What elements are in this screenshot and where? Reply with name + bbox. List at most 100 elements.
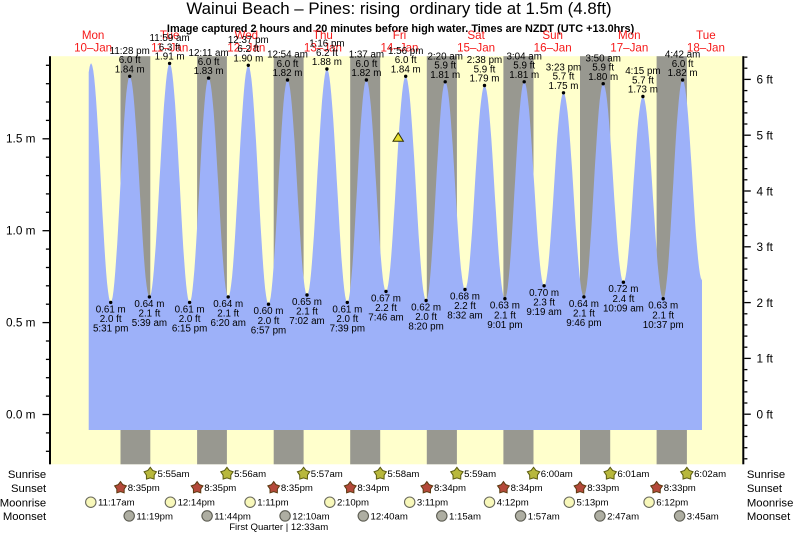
svg-text:5.9 ft: 5.9 ft <box>434 61 456 72</box>
svg-text:2.2 ft: 2.2 ft <box>454 301 476 312</box>
svg-text:8:35pm: 8:35pm <box>204 483 236 494</box>
svg-text:3:23 pm: 3:23 pm <box>546 63 581 74</box>
svg-text:8:34pm: 8:34pm <box>511 483 543 494</box>
svg-text:2.0 ft: 2.0 ft <box>258 316 280 327</box>
svg-text:Moonrise: Moonrise <box>747 498 793 510</box>
svg-text:6 ft: 6 ft <box>757 73 774 87</box>
svg-text:1.82 m: 1.82 m <box>668 68 698 79</box>
svg-text:2.1 ft: 2.1 ft <box>217 309 239 320</box>
svg-text:1:16 pm: 1:16 pm <box>309 39 344 50</box>
svg-text:11:19pm: 11:19pm <box>136 511 173 522</box>
svg-text:2:20 am: 2:20 am <box>427 52 462 63</box>
svg-text:5:13pm: 5:13pm <box>577 498 609 509</box>
svg-text:6:00am: 6:00am <box>541 469 573 480</box>
svg-text:17–Jan: 17–Jan <box>610 42 648 55</box>
svg-text:Sun: Sun <box>542 29 563 42</box>
svg-text:Wainui Beach – Pines: rising: Wainui Beach – Pines: rising ordinary ti… <box>186 0 611 18</box>
svg-text:0.60 m: 0.60 m <box>254 306 284 317</box>
svg-text:Mon: Mon <box>82 29 105 42</box>
svg-text:2.2 ft: 2.2 ft <box>375 303 397 314</box>
svg-text:Fri: Fri <box>393 29 407 42</box>
svg-text:0.68 m: 0.68 m <box>450 292 480 303</box>
svg-text:13–Jan: 13–Jan <box>304 42 342 55</box>
svg-text:0.61 m: 0.61 m <box>96 304 126 315</box>
svg-text:8:33pm: 8:33pm <box>587 483 619 494</box>
svg-text:12:54 am: 12:54 am <box>267 50 308 61</box>
svg-text:1.83 m: 1.83 m <box>194 66 224 77</box>
svg-text:0.61 m: 0.61 m <box>332 304 362 315</box>
svg-text:18–Jan: 18–Jan <box>687 42 725 55</box>
svg-text:11:17am: 11:17am <box>98 498 135 509</box>
svg-text:4 ft: 4 ft <box>757 184 774 198</box>
svg-text:10–Jan: 10–Jan <box>74 42 112 55</box>
svg-text:2.0 ft: 2.0 ft <box>336 314 358 325</box>
svg-text:0.5 m: 0.5 m <box>6 316 36 330</box>
svg-text:6.2 ft: 6.2 ft <box>237 44 259 55</box>
svg-text:0.64 m: 0.64 m <box>213 299 243 310</box>
svg-text:Sunrise: Sunrise <box>747 469 785 481</box>
svg-text:0.72 m: 0.72 m <box>608 284 638 295</box>
svg-text:1.5 m: 1.5 m <box>6 132 36 146</box>
svg-text:6.3 ft: 6.3 ft <box>159 42 181 53</box>
svg-text:2.3 ft: 2.3 ft <box>533 297 555 308</box>
svg-text:3 ft: 3 ft <box>757 240 774 254</box>
svg-text:10:37 pm: 10:37 pm <box>643 320 684 331</box>
svg-text:1.80 m: 1.80 m <box>588 72 618 83</box>
svg-text:1.79 m: 1.79 m <box>470 74 500 85</box>
svg-text:3:50 am: 3:50 am <box>585 53 620 64</box>
svg-text:8:35pm: 8:35pm <box>281 483 313 494</box>
svg-text:6.0 ft: 6.0 ft <box>198 57 220 68</box>
svg-text:0.70 m: 0.70 m <box>529 288 559 299</box>
svg-text:16–Jan: 16–Jan <box>534 42 572 55</box>
svg-text:0.64 m: 0.64 m <box>134 299 164 310</box>
svg-text:5:57am: 5:57am <box>311 469 343 480</box>
svg-text:11:44pm: 11:44pm <box>214 511 251 522</box>
svg-text:2.1 ft: 2.1 ft <box>652 310 674 321</box>
svg-text:5.7 ft: 5.7 ft <box>553 72 575 83</box>
svg-text:2:47am: 2:47am <box>607 511 639 522</box>
svg-text:3:45am: 3:45am <box>687 511 719 522</box>
svg-text:8:32 am: 8:32 am <box>447 311 482 322</box>
svg-text:Image captured 2 hours and 20: Image captured 2 hours and 20 minutes be… <box>167 23 635 35</box>
svg-text:Sunset: Sunset <box>747 483 783 495</box>
svg-text:2.0 ft: 2.0 ft <box>179 314 201 325</box>
svg-text:6:12pm: 6:12pm <box>656 498 688 509</box>
svg-text:9:46 pm: 9:46 pm <box>566 318 601 329</box>
svg-text:3:04 am: 3:04 am <box>506 52 541 63</box>
svg-text:6.0 ft: 6.0 ft <box>277 59 299 70</box>
svg-text:7:39 pm: 7:39 pm <box>330 324 365 335</box>
svg-text:Mon: Mon <box>618 29 641 42</box>
svg-text:Wed: Wed <box>234 29 258 42</box>
svg-text:6:15 pm: 6:15 pm <box>172 324 207 335</box>
svg-text:6:01am: 6:01am <box>617 469 649 480</box>
svg-text:0.63 m: 0.63 m <box>490 301 520 312</box>
svg-text:6.0 ft: 6.0 ft <box>119 55 141 66</box>
svg-text:4:12pm: 4:12pm <box>497 498 529 509</box>
svg-text:7:02 am: 7:02 am <box>289 316 324 327</box>
svg-text:2.0 ft: 2.0 ft <box>415 312 437 323</box>
svg-text:1 ft: 1 ft <box>757 352 774 366</box>
svg-text:15–Jan: 15–Jan <box>457 42 495 55</box>
svg-text:Moonset: Moonset <box>747 511 791 523</box>
svg-text:8:34pm: 8:34pm <box>434 483 466 494</box>
svg-text:5:31 pm: 5:31 pm <box>93 324 128 335</box>
svg-text:Sunrise: Sunrise <box>8 469 46 481</box>
svg-text:10:09 am: 10:09 am <box>603 303 644 314</box>
svg-text:2.1 ft: 2.1 ft <box>296 307 318 318</box>
svg-text:6.0 ft: 6.0 ft <box>395 55 417 66</box>
svg-text:First Quarter | 12:33am: First Quarter | 12:33am <box>229 522 328 533</box>
svg-text:Tue: Tue <box>160 29 180 42</box>
svg-text:12:14pm: 12:14pm <box>178 498 215 509</box>
svg-text:2:38 pm: 2:38 pm <box>467 55 502 66</box>
svg-text:1.81 m: 1.81 m <box>430 70 460 81</box>
svg-text:0.63 m: 0.63 m <box>648 301 678 312</box>
svg-text:1:11pm: 1:11pm <box>257 498 288 509</box>
svg-text:5:56am: 5:56am <box>234 469 266 480</box>
svg-text:5:55am: 5:55am <box>158 469 190 480</box>
svg-text:11:28 pm: 11:28 pm <box>110 46 150 57</box>
svg-text:9:19 am: 9:19 am <box>526 307 561 318</box>
svg-text:0.67 m: 0.67 m <box>371 293 401 304</box>
svg-text:1.82 m: 1.82 m <box>273 68 303 79</box>
svg-text:5.9 ft: 5.9 ft <box>592 63 614 74</box>
svg-text:8:35pm: 8:35pm <box>128 483 160 494</box>
